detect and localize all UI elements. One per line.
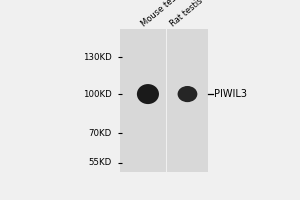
Ellipse shape	[178, 86, 197, 102]
Text: Mouse testis: Mouse testis	[140, 0, 186, 29]
Text: 55KD: 55KD	[89, 158, 112, 167]
Bar	[167, 29, 208, 172]
Bar	[120, 29, 166, 172]
Text: PIWIL3: PIWIL3	[214, 89, 247, 99]
Text: Rat testis: Rat testis	[169, 0, 205, 29]
Text: 100KD: 100KD	[83, 90, 112, 99]
Text: 70KD: 70KD	[89, 129, 112, 138]
Text: 130KD: 130KD	[83, 53, 112, 62]
Ellipse shape	[137, 84, 159, 104]
